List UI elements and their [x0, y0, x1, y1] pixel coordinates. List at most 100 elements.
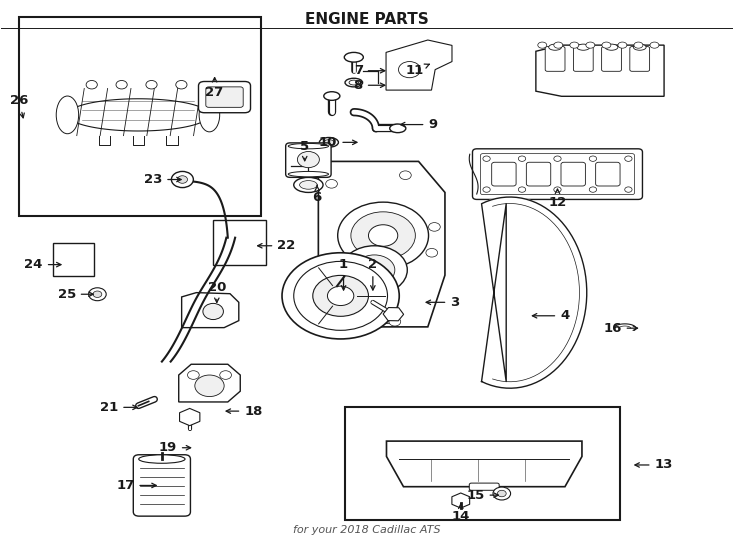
Circle shape: [483, 187, 490, 192]
Circle shape: [354, 255, 395, 285]
Text: 19: 19: [159, 441, 191, 454]
Circle shape: [341, 246, 407, 294]
Circle shape: [498, 490, 506, 497]
Circle shape: [518, 156, 526, 161]
Polygon shape: [482, 197, 586, 388]
FancyBboxPatch shape: [481, 154, 634, 194]
Circle shape: [294, 261, 388, 330]
Text: 4: 4: [532, 309, 570, 322]
Circle shape: [625, 187, 632, 192]
Ellipse shape: [605, 44, 618, 50]
Circle shape: [297, 152, 319, 167]
Ellipse shape: [549, 44, 562, 50]
Polygon shape: [386, 40, 452, 90]
Text: 27: 27: [206, 78, 224, 99]
Circle shape: [326, 179, 338, 188]
Ellipse shape: [319, 138, 338, 147]
Text: 17: 17: [116, 479, 156, 492]
Bar: [345, 407, 619, 521]
Ellipse shape: [345, 78, 363, 87]
FancyBboxPatch shape: [545, 46, 565, 71]
Ellipse shape: [199, 98, 219, 132]
FancyBboxPatch shape: [134, 455, 190, 516]
Ellipse shape: [650, 42, 659, 48]
Circle shape: [89, 288, 106, 301]
FancyBboxPatch shape: [469, 483, 499, 490]
Ellipse shape: [139, 455, 185, 463]
Bar: [19, 17, 261, 216]
Circle shape: [518, 187, 526, 192]
Circle shape: [93, 291, 102, 298]
Text: 6: 6: [313, 185, 321, 204]
Ellipse shape: [294, 177, 323, 192]
FancyBboxPatch shape: [526, 162, 550, 186]
Text: 9: 9: [401, 118, 437, 131]
FancyBboxPatch shape: [596, 162, 620, 186]
Text: 21: 21: [100, 401, 137, 414]
FancyBboxPatch shape: [492, 162, 516, 186]
Ellipse shape: [146, 80, 157, 89]
Ellipse shape: [618, 42, 627, 48]
Text: 3: 3: [426, 296, 459, 309]
Ellipse shape: [203, 303, 223, 320]
Text: 22: 22: [258, 239, 296, 252]
Circle shape: [187, 371, 199, 379]
Text: 15: 15: [466, 489, 498, 502]
Text: 8: 8: [354, 79, 385, 92]
Text: 5: 5: [300, 140, 309, 161]
FancyBboxPatch shape: [340, 282, 390, 323]
Ellipse shape: [634, 42, 643, 48]
Text: 1: 1: [339, 258, 348, 290]
Ellipse shape: [299, 180, 317, 189]
Text: 26: 26: [10, 94, 28, 118]
Text: 20: 20: [208, 281, 226, 302]
Text: 12: 12: [548, 189, 567, 209]
Circle shape: [399, 171, 411, 179]
Ellipse shape: [86, 80, 98, 89]
Text: 16: 16: [603, 322, 638, 335]
Ellipse shape: [349, 80, 359, 85]
Ellipse shape: [586, 42, 595, 48]
Polygon shape: [178, 364, 240, 402]
Polygon shape: [68, 99, 209, 131]
FancyBboxPatch shape: [473, 149, 642, 199]
Circle shape: [368, 225, 398, 246]
Text: 2: 2: [368, 258, 377, 290]
Ellipse shape: [344, 52, 363, 62]
Text: ENGINE PARTS: ENGINE PARTS: [305, 12, 429, 27]
Circle shape: [172, 171, 193, 187]
Ellipse shape: [288, 144, 329, 149]
Ellipse shape: [324, 140, 334, 145]
Polygon shape: [536, 45, 664, 96]
Text: 23: 23: [144, 173, 181, 186]
Circle shape: [177, 176, 187, 183]
Ellipse shape: [390, 124, 406, 133]
Ellipse shape: [116, 80, 127, 89]
Polygon shape: [614, 324, 636, 330]
Polygon shape: [387, 441, 582, 487]
Circle shape: [338, 202, 429, 269]
Ellipse shape: [538, 42, 547, 48]
Bar: [213, 220, 266, 265]
Text: 10: 10: [319, 136, 357, 149]
Text: 25: 25: [57, 288, 93, 301]
Circle shape: [327, 286, 354, 306]
Circle shape: [351, 212, 415, 259]
Ellipse shape: [602, 42, 611, 48]
Circle shape: [219, 371, 231, 379]
Ellipse shape: [175, 80, 187, 89]
Ellipse shape: [570, 42, 579, 48]
Bar: [54, 243, 94, 276]
FancyBboxPatch shape: [286, 143, 331, 177]
Circle shape: [195, 375, 224, 396]
FancyBboxPatch shape: [561, 162, 586, 186]
Text: 11: 11: [405, 64, 429, 77]
Circle shape: [313, 275, 368, 316]
Text: 14: 14: [451, 504, 470, 523]
Text: 18: 18: [226, 404, 263, 417]
FancyBboxPatch shape: [630, 46, 650, 71]
Circle shape: [554, 187, 561, 192]
Circle shape: [625, 156, 632, 161]
Circle shape: [282, 253, 399, 339]
Circle shape: [483, 156, 490, 161]
